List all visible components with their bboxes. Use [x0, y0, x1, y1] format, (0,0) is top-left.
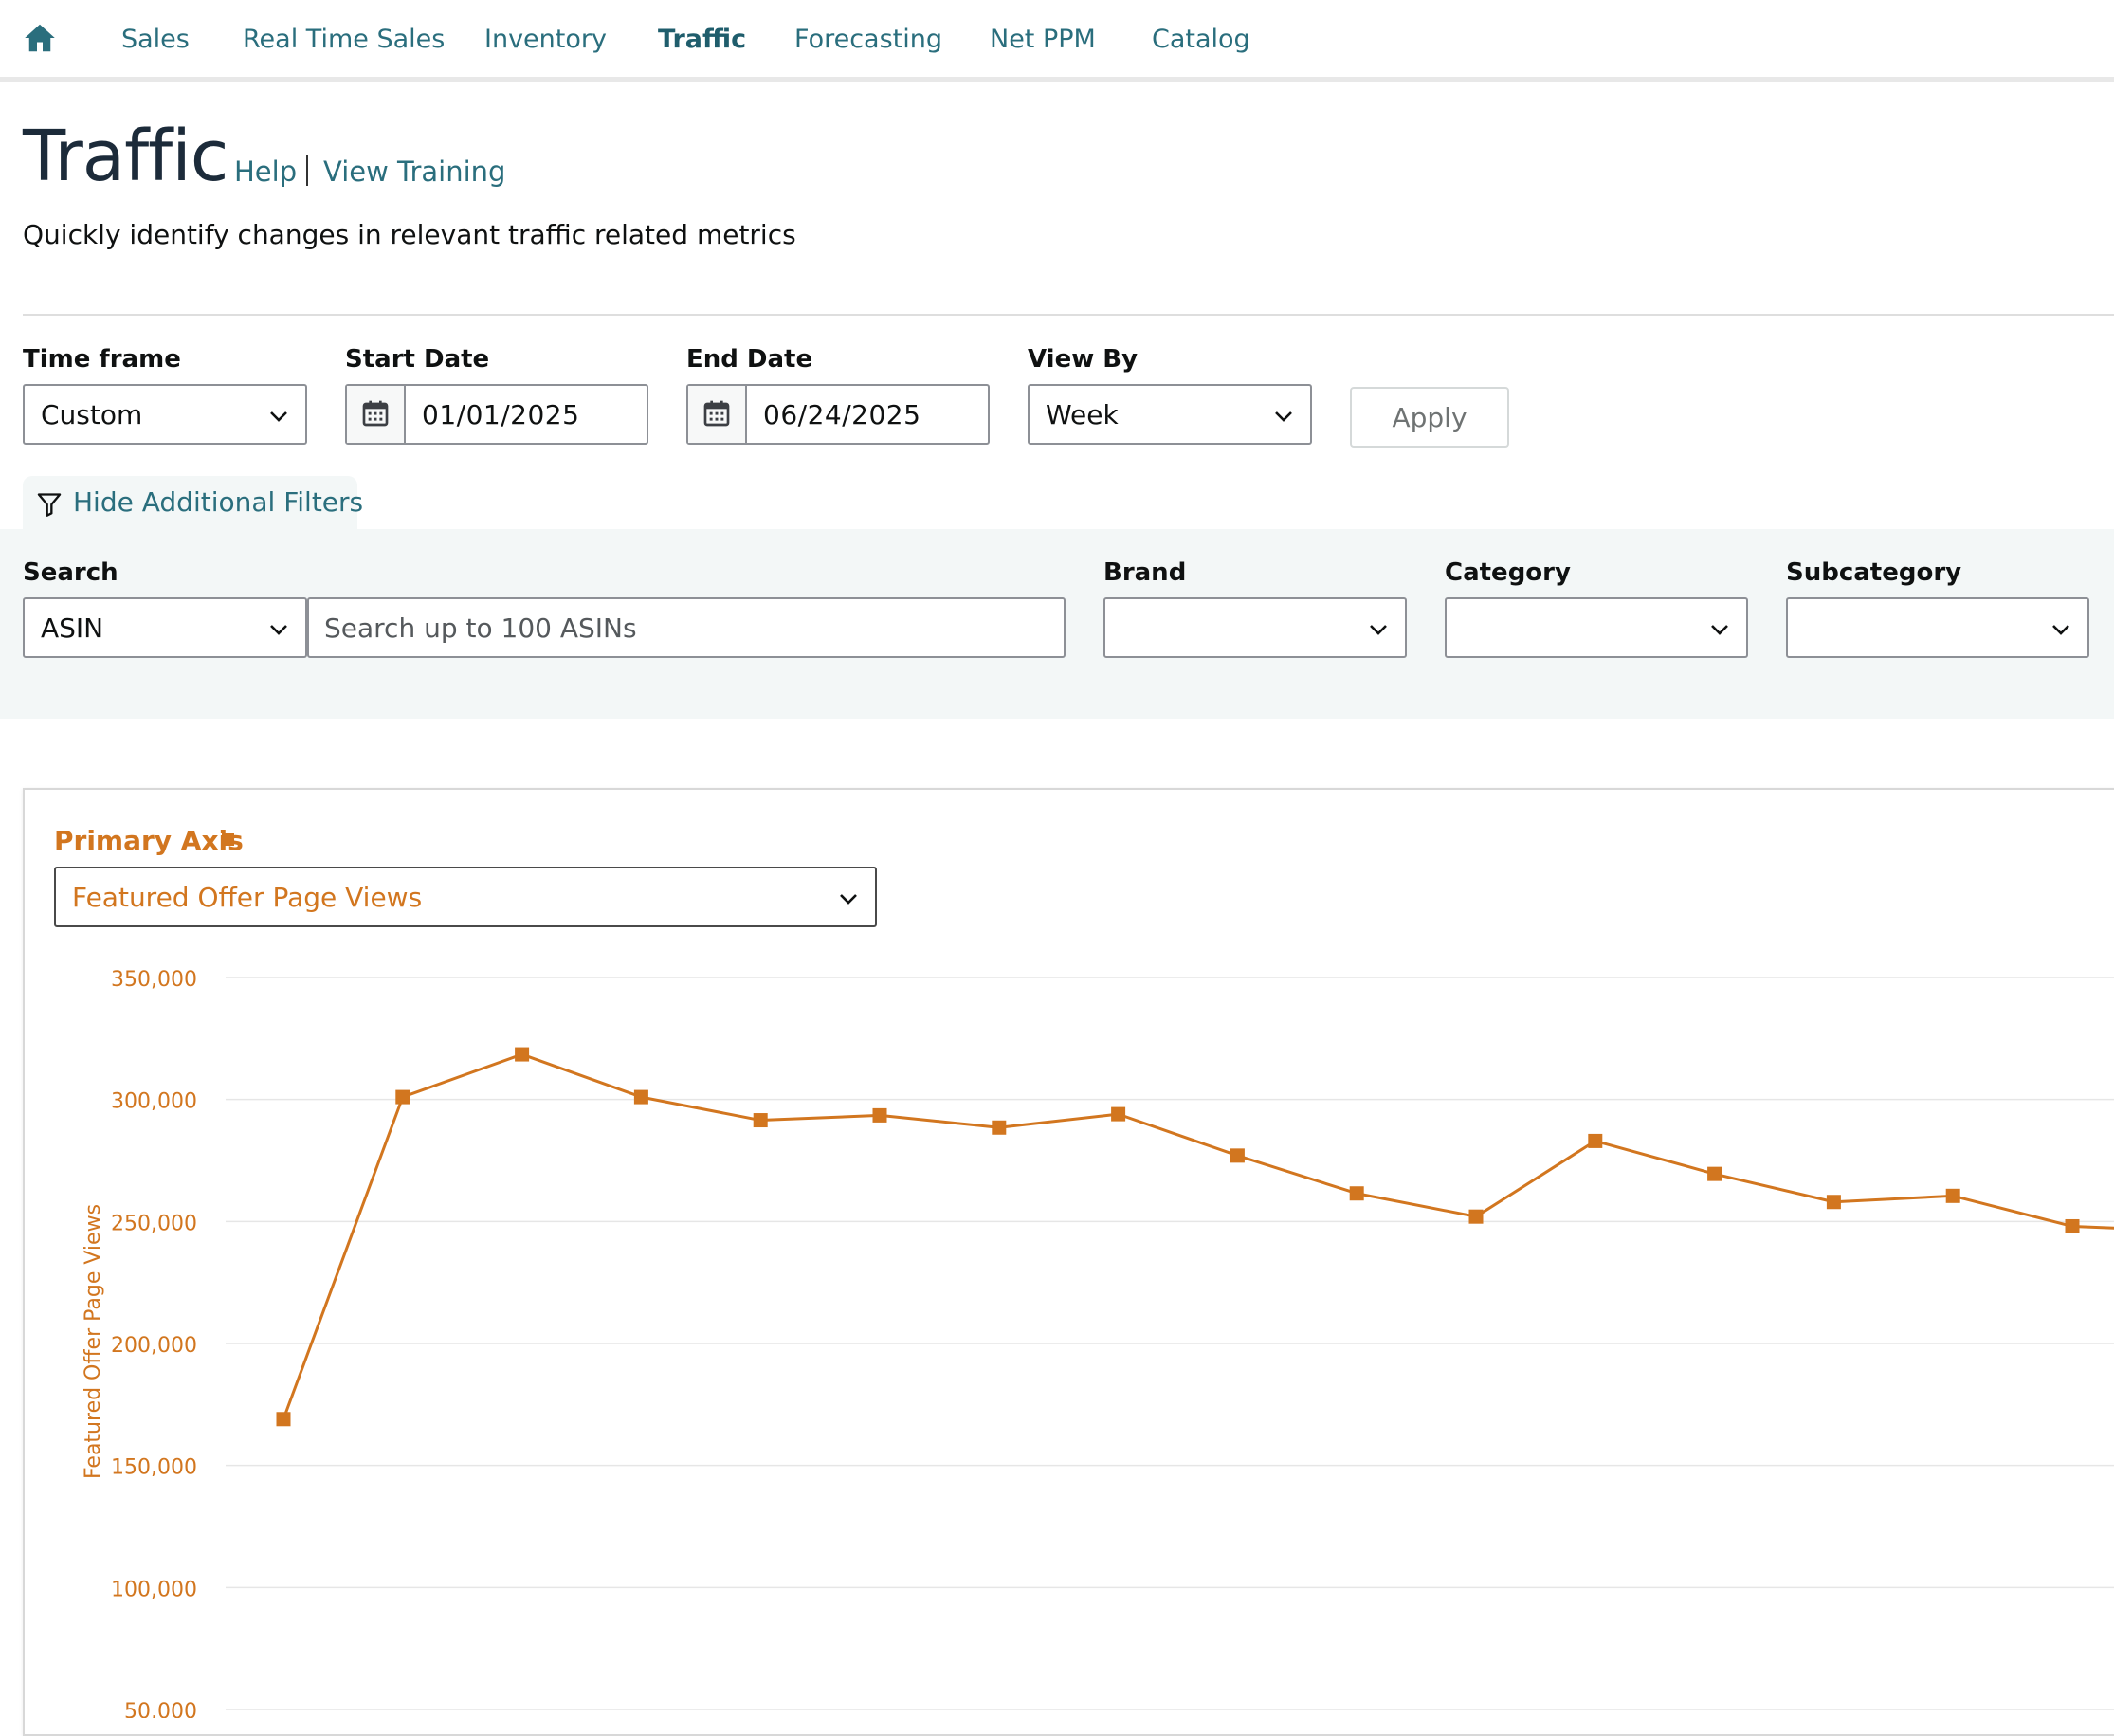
hide-filters-label: Hide Additional Filters	[73, 486, 364, 518]
end-date-calendar-button[interactable]	[688, 386, 747, 443]
end-date-label: End Date	[686, 345, 813, 374]
start-date-calendar-button[interactable]	[347, 386, 406, 443]
view-by-value: Week	[1046, 399, 1119, 430]
data-point	[872, 1107, 887, 1123]
category-label: Category	[1445, 558, 1571, 587]
timeframe-value: Custom	[41, 399, 143, 430]
nav-forecasting[interactable]: Forecasting	[794, 25, 943, 54]
asin-search-input[interactable]	[307, 597, 1066, 658]
timeframe-label: Time frame	[23, 345, 181, 374]
search-type-value: ASIN	[41, 612, 104, 644]
end-date-field[interactable]: 06/24/2025	[686, 384, 990, 445]
data-point	[395, 1089, 410, 1105]
end-date-value: 06/24/2025	[763, 399, 921, 430]
search-label: Search	[23, 558, 118, 587]
brand-label: Brand	[1103, 558, 1187, 587]
y-tick-label: 250,000	[111, 1212, 197, 1235]
nav-traffic[interactable]: Traffic	[658, 25, 747, 54]
data-point	[992, 1120, 1007, 1135]
data-point	[1468, 1209, 1484, 1224]
subcategory-label: Subcategory	[1786, 558, 1962, 587]
page-subtitle: Quickly identify changes in relevant tra…	[23, 219, 796, 250]
traffic-chart-card	[23, 788, 2114, 1736]
primary-metric-select[interactable]: Featured Offer Page Views	[54, 867, 877, 927]
y-tick-label: 50,000	[124, 1700, 197, 1718]
brand-select[interactable]	[1103, 597, 1407, 658]
nav-inventory[interactable]: Inventory	[484, 25, 607, 54]
header-divider	[23, 314, 2114, 316]
series-line	[282, 1052, 2114, 1420]
subcategory-select[interactable]	[1786, 597, 2089, 658]
chevron-down-icon	[270, 625, 287, 635]
y-tick-label: 100,000	[111, 1578, 197, 1601]
search-type-select[interactable]: ASIN	[23, 597, 307, 658]
primary-axis-label: Primary Axis	[54, 825, 244, 856]
home-icon[interactable]	[23, 21, 57, 55]
hide-filters-toggle[interactable]: Hide Additional Filters	[23, 476, 363, 531]
view-by-select[interactable]: Week	[1028, 384, 1312, 445]
category-select[interactable]	[1445, 597, 1748, 658]
filter-icon	[37, 493, 62, 517]
primary-axis-marker	[222, 833, 234, 846]
y-tick-label: 200,000	[111, 1334, 197, 1358]
data-point	[753, 1113, 768, 1128]
data-point	[633, 1089, 648, 1105]
apply-button[interactable]: Apply	[1350, 387, 1509, 448]
data-point	[1588, 1133, 1603, 1148]
help-link[interactable]: Help	[234, 155, 298, 188]
chevron-down-icon	[270, 411, 287, 422]
chevron-down-icon	[840, 894, 857, 905]
y-tick-label: 350,000	[111, 968, 197, 992]
chevron-down-icon	[1370, 625, 1387, 635]
data-point	[1707, 1166, 1722, 1181]
chevron-down-icon	[2052, 625, 2069, 635]
start-date-label: Start Date	[345, 345, 490, 374]
data-point	[1111, 1106, 1126, 1122]
y-tick-label: 300,000	[111, 1090, 197, 1114]
data-point	[1230, 1148, 1245, 1163]
nav-real-time-sales[interactable]: Real Time Sales	[243, 25, 446, 54]
link-separator	[306, 155, 308, 186]
view-by-label: View By	[1028, 345, 1139, 374]
data-point	[1945, 1188, 1960, 1203]
nav-sales[interactable]: Sales	[121, 25, 190, 54]
chevron-down-icon	[1711, 625, 1728, 635]
nav-net-ppm[interactable]: Net PPM	[990, 25, 1096, 54]
start-date-value: 01/01/2025	[422, 399, 580, 430]
data-point	[276, 1412, 291, 1427]
start-date-field[interactable]: 01/01/2025	[345, 384, 648, 445]
data-point	[2065, 1218, 2080, 1233]
page-title: Traffic	[23, 116, 228, 197]
top-navigation: Sales Real Time Sales Inventory Traffic …	[0, 0, 2114, 82]
y-axis-title: Featured Offer Page Views	[82, 1204, 105, 1479]
chevron-down-icon	[1275, 411, 1292, 422]
data-point	[1349, 1186, 1364, 1201]
data-point	[1826, 1195, 1841, 1210]
data-point	[515, 1047, 530, 1062]
primary-metric-value: Featured Offer Page Views	[72, 882, 423, 913]
view-training-link[interactable]: View Training	[323, 155, 506, 188]
calendar-icon	[703, 400, 730, 427]
timeframe-select[interactable]: Custom	[23, 384, 307, 445]
calendar-icon	[362, 400, 389, 427]
nav-catalog[interactable]: Catalog	[1152, 25, 1250, 54]
y-tick-label: 150,000	[111, 1456, 197, 1480]
